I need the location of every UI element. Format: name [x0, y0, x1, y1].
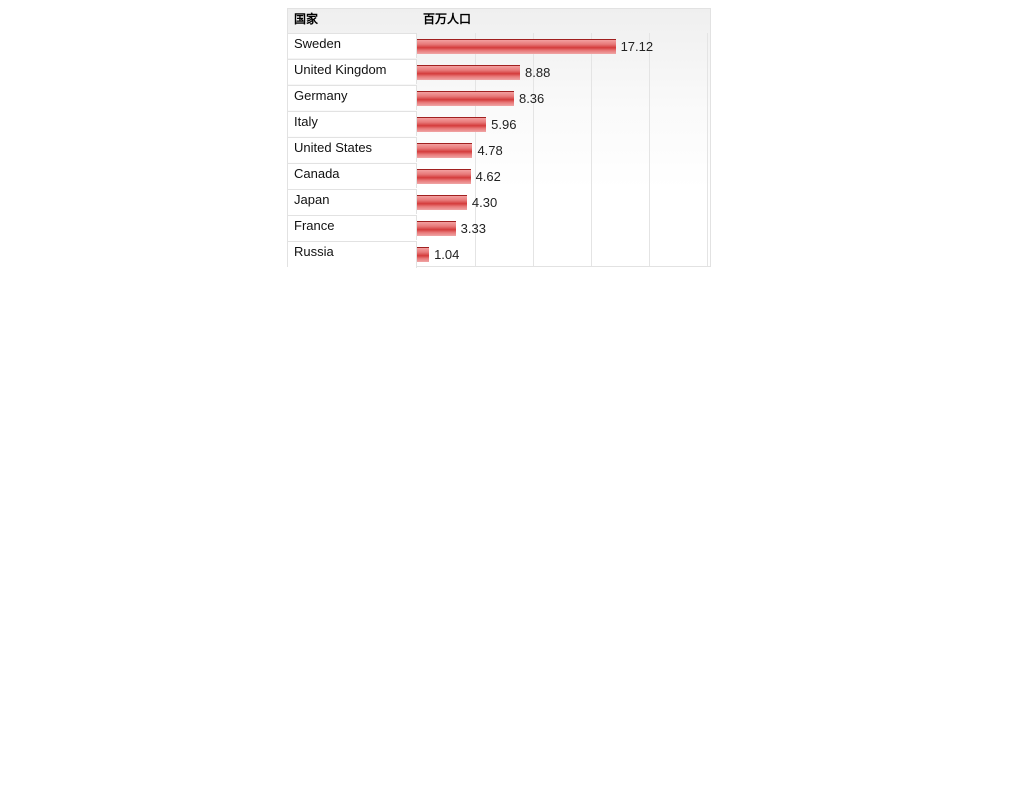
- bar: [417, 117, 487, 132]
- bar: [417, 169, 471, 184]
- gridline: [591, 33, 592, 266]
- value-label: 1.04: [434, 247, 460, 262]
- category-label: Japan: [288, 189, 417, 214]
- category-label: Italy: [288, 111, 417, 136]
- category-label: Germany: [288, 85, 417, 110]
- bar: [417, 195, 467, 210]
- gridline: [533, 33, 534, 266]
- gridline: [649, 33, 650, 266]
- gridline: [475, 33, 476, 266]
- bar: [417, 91, 514, 106]
- bar: [417, 247, 430, 262]
- category-label: Sweden: [288, 33, 417, 58]
- value-label: 17.12: [620, 39, 654, 54]
- category-label: Canada: [288, 163, 417, 188]
- value-label: 4.62: [475, 169, 501, 184]
- value-label: 8.36: [518, 91, 545, 106]
- bar-chart-table: 国家 百万人口 Sweden 17.12 United Kingdom 8.88 Ger…: [287, 8, 711, 268]
- bar: [417, 39, 616, 54]
- value-label: 4.78: [477, 143, 503, 158]
- value-label: 4.30: [471, 195, 498, 210]
- category-label: United States: [288, 137, 417, 162]
- bar: [417, 221, 456, 236]
- category-label: United Kingdom: [288, 59, 417, 84]
- value-label: 3.33: [460, 221, 486, 236]
- category-label: Russia: [288, 241, 417, 268]
- header-country: 国家: [294, 12, 319, 26]
- bar: [417, 65, 520, 80]
- gridline: [707, 33, 708, 266]
- value-label: 5.96: [491, 117, 517, 132]
- bar: [417, 143, 473, 158]
- value-label: 8.88: [525, 65, 551, 80]
- category-label: France: [288, 215, 417, 240]
- header-population: 百万人口: [423, 12, 472, 26]
